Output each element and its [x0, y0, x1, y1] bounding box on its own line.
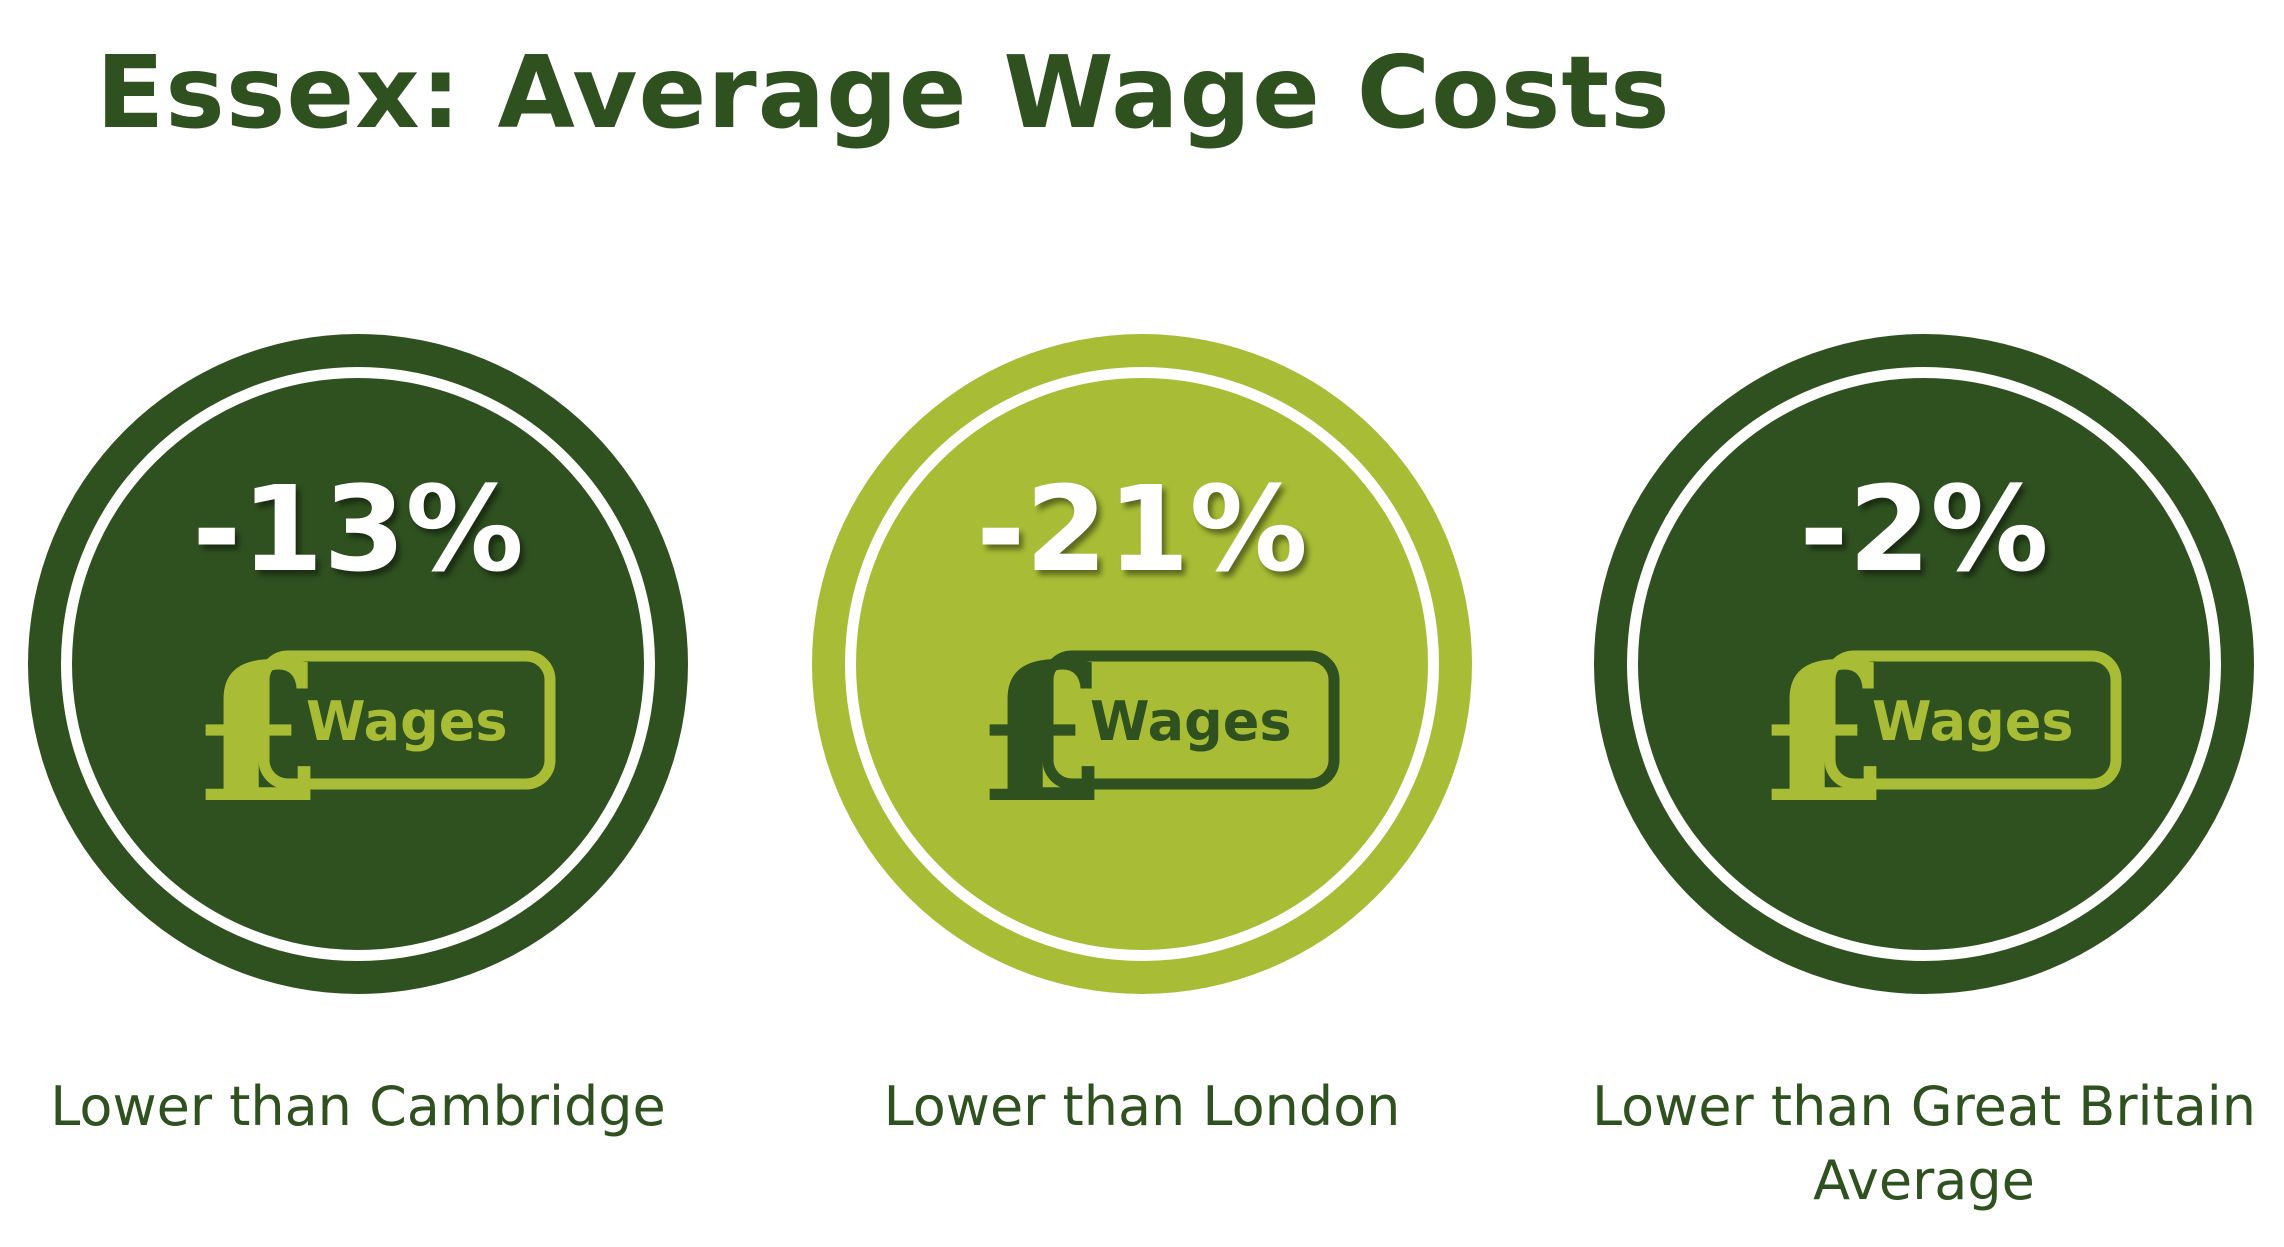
svg-text:£: £ [192, 634, 324, 834]
percentage-value: -21% [976, 460, 1308, 598]
badge-ring [1627, 367, 2221, 961]
pound-wages-icon: £ Wages [962, 622, 1352, 845]
badge-ring [61, 367, 655, 961]
badge-ring [845, 367, 1439, 961]
caption-line: Lower than Great Britain [1591, 1075, 2257, 1138]
caption-great-britain: Lower than Great Britain Average [1574, 1070, 2274, 1218]
pound-wages-icon: £ Wages [178, 622, 568, 845]
badge-london: -21% £ Wages [812, 334, 1472, 994]
wages-label: Wages [1872, 690, 2074, 753]
svg-text:£: £ [1758, 634, 1890, 834]
badge-cambridge: -13% £ Wages [28, 334, 688, 994]
badge-great-britain: -2% £ Wages [1594, 334, 2254, 994]
caption-line: Lower than London [883, 1075, 1401, 1138]
wages-label: Wages [1090, 690, 1292, 753]
wages-label: Wages [306, 690, 508, 753]
svg-text:£: £ [976, 634, 1108, 834]
caption-london: Lower than London [812, 1070, 1472, 1144]
caption-line-2: Average [1813, 1149, 2035, 1212]
caption-cambridge: Lower than Cambridge [28, 1070, 688, 1144]
percentage-value: -2% [1799, 460, 2049, 598]
page-title: Essex: Average Wage Costs [96, 34, 1671, 151]
percentage-value: -13% [192, 460, 524, 598]
caption-line: Lower than Cambridge [50, 1075, 666, 1138]
pound-wages-icon: £ Wages [1744, 622, 2134, 845]
